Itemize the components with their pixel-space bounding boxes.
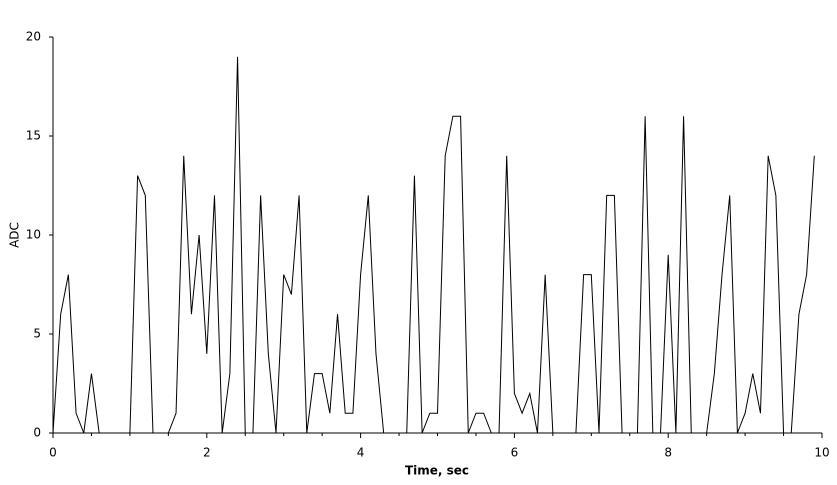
x-tick-label: 8 <box>664 446 672 460</box>
x-tick-label: 10 <box>814 446 829 460</box>
x-axis-label: Time, sec <box>405 464 469 478</box>
x-tick-label: 0 <box>49 446 57 460</box>
y-tick-label: 10 <box>26 228 41 242</box>
data-line <box>52 56 815 434</box>
y-tick-label: 20 <box>26 30 41 44</box>
x-tick-label: 2 <box>203 446 211 460</box>
x-tick-label: 6 <box>511 446 519 460</box>
y-tick-label: 15 <box>26 129 41 143</box>
x-tick-label: 4 <box>357 446 365 460</box>
y-tick-label: 5 <box>33 327 41 341</box>
y-tick-label: 0 <box>33 426 41 440</box>
y-axis-label: ADC <box>8 222 22 248</box>
